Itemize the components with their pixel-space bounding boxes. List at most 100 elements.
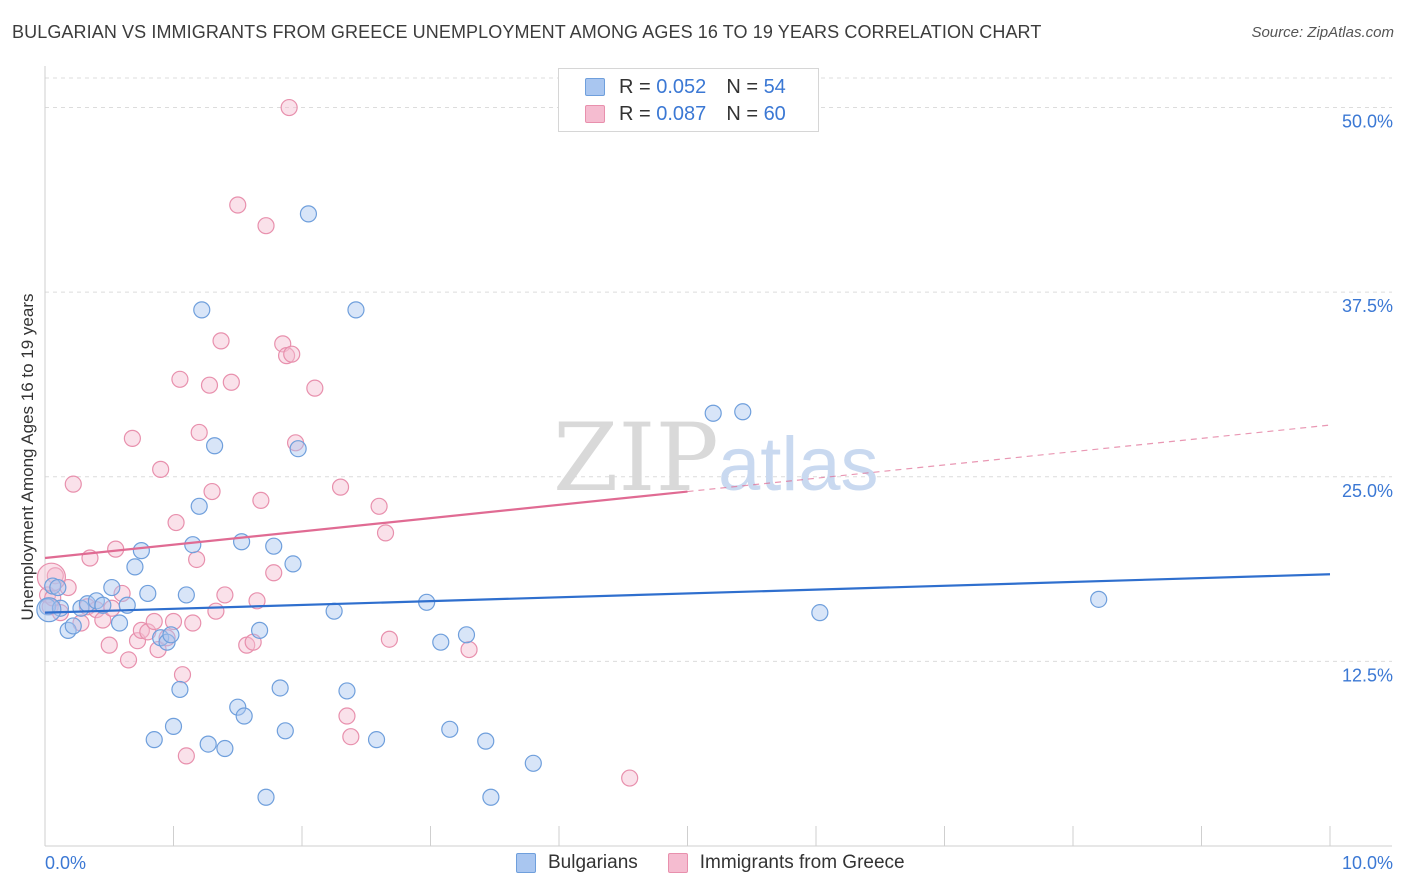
data-point-greece [460, 640, 478, 659]
data-point-greece [100, 636, 118, 654]
data-point-bulgarians [257, 788, 275, 806]
legend-label-bulgarians: Bulgarians [548, 852, 638, 873]
data-point-bulgarians [271, 679, 289, 697]
legend-r-value: 0.087 [656, 102, 707, 125]
legend-swatch-greece [585, 105, 605, 123]
series-bulgarians [36, 205, 1108, 806]
data-point-greece [184, 614, 202, 632]
data-point-greece [145, 612, 163, 631]
data-point-greece [123, 429, 141, 447]
data-point-greece [94, 611, 112, 629]
data-point-greece [342, 728, 360, 746]
data-point-bulgarians [103, 578, 121, 597]
legend-r-label: R = [619, 102, 651, 125]
data-point-bulgarians [704, 404, 722, 422]
axes [44, 66, 1392, 847]
data-point-greece [64, 475, 82, 493]
series-greece [36, 98, 639, 787]
data-point-bulgarians [184, 536, 202, 554]
data-point-greece [167, 513, 185, 532]
stats-legend: R = 0.052 N = 54 R = 0.087 N = 60 [558, 68, 819, 132]
trend-line-bulgarians [44, 573, 1331, 614]
legend-row-greece: R = 0.087 N = 60 [585, 102, 786, 126]
data-point-greece [171, 370, 189, 388]
data-point-bulgarians [126, 558, 144, 576]
legend-r-label: R = [619, 75, 651, 98]
data-point-bulgarians [338, 682, 356, 700]
y-tick-label: 12.5% [1342, 665, 1393, 685]
y-tick-label: 37.5% [1342, 296, 1393, 316]
data-point-greece [331, 478, 350, 496]
data-point-greece [216, 586, 234, 604]
data-point-greece [380, 630, 398, 648]
legend-item-greece[interactable]: Immigrants from Greece [667, 852, 905, 874]
data-point-greece [200, 376, 219, 394]
legend-n-value: 54 [763, 75, 786, 98]
data-point-greece [376, 524, 395, 542]
legend-r-value: 0.052 [656, 75, 707, 98]
data-point-bulgarians [284, 555, 302, 573]
x-tick-label-left: 0.0% [45, 853, 86, 873]
data-point-bulgarians [38, 598, 57, 616]
watermark: ZIP atlas [553, 404, 879, 513]
data-point-bulgarians [49, 578, 67, 597]
legend-swatch-greece [667, 853, 688, 873]
legend-n-label: N = [726, 75, 758, 98]
data-point-greece [173, 666, 192, 684]
data-point-bulgarians [229, 698, 247, 716]
data-point-greece [164, 612, 183, 631]
data-point-bulgarians [811, 604, 829, 622]
legend-swatch-bulgarians [516, 853, 536, 873]
data-point-bulgarians [276, 722, 294, 740]
data-point-bulgarians [299, 205, 318, 223]
data-point-bulgarians [482, 788, 500, 806]
data-point-greece [190, 423, 208, 442]
data-point-bulgarians [524, 754, 542, 772]
data-point-greece [283, 345, 301, 363]
data-point-greece [229, 196, 247, 214]
y-tick-label: 25.0% [1342, 481, 1393, 501]
legend-n-label: N = [726, 102, 758, 125]
data-point-greece [252, 491, 270, 509]
data-point-greece [257, 217, 275, 235]
data-point-bulgarians [734, 403, 752, 421]
data-point-bulgarians [164, 717, 183, 735]
data-point-greece [338, 707, 356, 725]
trend-lines [44, 424, 1331, 614]
x-tick-label-right: 10.0% [1342, 853, 1393, 873]
data-point-bulgarians [64, 617, 82, 635]
data-point-greece [177, 747, 195, 765]
data-point-bulgarians [162, 626, 180, 644]
data-point-greece [265, 564, 283, 582]
gridlines [45, 77, 1392, 662]
legend-row-bulgarians: R = 0.052 N = 54 [585, 75, 786, 99]
data-point-bulgarians [206, 437, 224, 455]
legend-swatch-bulgarians [585, 78, 605, 96]
legend-item-bulgarians[interactable]: Bulgarians [516, 852, 638, 874]
data-point-greece [207, 602, 225, 620]
data-point-greece [119, 651, 138, 669]
data-point-bulgarians [145, 731, 163, 749]
data-point-bulgarians [132, 542, 150, 560]
watermark-atlas: atlas [718, 422, 879, 507]
data-point-bulgarians [94, 596, 112, 614]
data-point-bulgarians [477, 732, 495, 750]
data-point-bulgarians [171, 680, 189, 699]
data-point-bulgarians [199, 735, 217, 753]
legend-n-value: 60 [763, 102, 786, 125]
data-point-greece [203, 482, 221, 501]
data-point-bulgarians [190, 497, 208, 515]
data-point-greece [248, 592, 266, 610]
data-point-bulgarians [177, 586, 195, 604]
series-legend: Bulgarians Immigrants from Greece [516, 852, 935, 874]
data-point-greece [280, 98, 298, 117]
watermark-zip: ZIP [553, 404, 719, 513]
data-point-greece [621, 769, 639, 787]
data-point-bulgarians [216, 739, 234, 758]
data-point-greece [152, 460, 170, 478]
data-point-bulgarians [289, 440, 307, 458]
y-tick-label: 50.0% [1342, 112, 1393, 132]
data-point-greece [222, 373, 240, 391]
data-point-greece [132, 621, 150, 639]
